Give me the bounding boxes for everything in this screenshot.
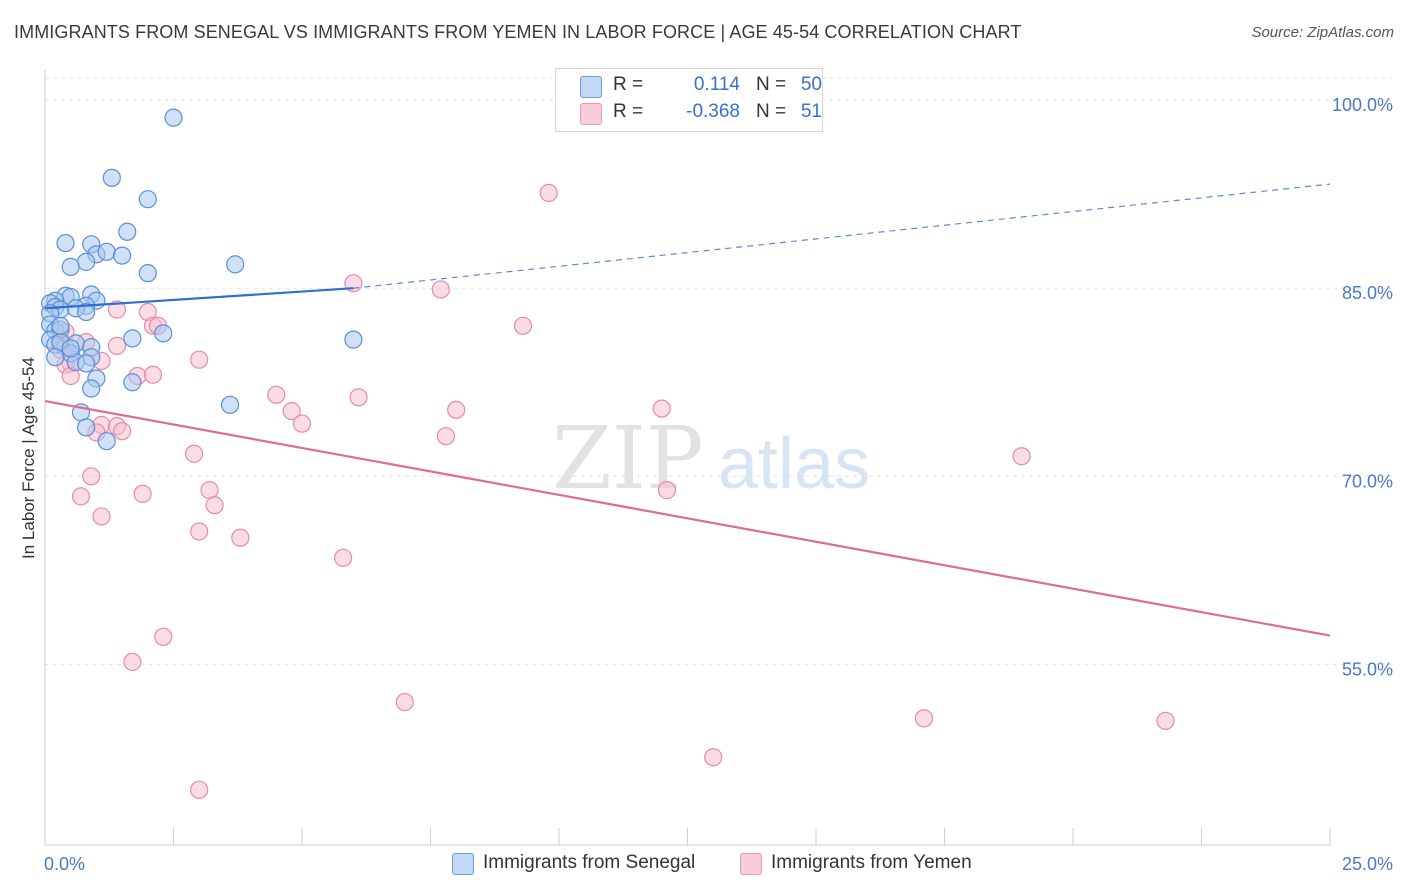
senegal-point <box>61 257 80 276</box>
yemen-point <box>1012 447 1031 466</box>
senegal-point <box>56 233 75 253</box>
yemen-trend <box>44 399 1331 637</box>
stats-legend: R = 0.114 N = 50 R = -0.368 N = 51 <box>555 68 823 132</box>
yemen-point <box>154 627 173 646</box>
yemen-point <box>652 399 671 418</box>
yemen-point <box>231 528 250 547</box>
bottom-legend-swatch-senegal <box>452 853 474 875</box>
senegal-point <box>77 418 96 437</box>
yemen-point <box>334 548 353 567</box>
yemen-point <box>133 484 152 503</box>
y-tick-label: 85.0% <box>1342 283 1393 303</box>
yemen-point <box>282 402 301 421</box>
y-tick-label: 70.0% <box>1342 471 1393 491</box>
y-tick-label: 100.0% <box>1332 95 1393 115</box>
senegal-point <box>344 330 363 349</box>
yemen-point <box>1156 711 1175 730</box>
yemen-point <box>190 780 209 799</box>
yemen-point <box>513 316 533 335</box>
x-tick-label: 0.0% <box>44 854 85 874</box>
yemen-point <box>539 183 558 202</box>
yemen-point <box>914 709 934 728</box>
yemen-point <box>190 522 209 541</box>
grid-lines <box>45 77 1392 665</box>
yemen-point <box>657 481 677 500</box>
legend-n-label: N = <box>756 74 787 95</box>
legend-swatch-yemen <box>580 103 602 125</box>
senegal-point <box>51 316 70 335</box>
yemen-point <box>92 507 111 526</box>
senegal-point <box>220 395 240 414</box>
yemen-point <box>184 444 204 463</box>
yemen-point <box>112 422 132 441</box>
senegal-point <box>138 190 157 209</box>
y-axis-label: In Labor Force | Age 45-54 <box>19 357 38 559</box>
watermark: ZIP atlas <box>552 409 870 509</box>
senegal-point <box>226 255 245 274</box>
yemen-point <box>704 748 723 767</box>
yemen-point <box>447 400 466 419</box>
yemen-point <box>123 652 142 672</box>
legend-n-value: 50 <box>800 74 822 95</box>
yemen-point <box>190 350 209 369</box>
senegal-point <box>138 264 157 283</box>
legend-r-value: -0.368 <box>686 101 740 122</box>
legend-r-value: 0.114 <box>693 74 740 95</box>
senegal-trend-solid <box>44 287 354 310</box>
bottom-legend-label-senegal: Immigrants from Senegal <box>483 852 696 873</box>
legend-r-label: R = <box>613 74 644 95</box>
trend-lines <box>44 183 1331 637</box>
senegal-point <box>118 222 137 241</box>
senegal-point <box>77 302 96 322</box>
senegal-point <box>112 246 132 265</box>
yemen-point <box>292 414 312 433</box>
yemen-point <box>431 280 450 299</box>
x-tick-label: 25.0% <box>1342 854 1393 874</box>
senegal-point <box>46 348 65 367</box>
senegal-point <box>123 373 142 392</box>
yemen-point <box>107 336 127 355</box>
bottom-legend-swatch-yemen <box>740 853 762 875</box>
watermark-atlas: atlas <box>718 424 870 504</box>
yemen-point <box>200 481 219 500</box>
senegal-point <box>77 354 96 373</box>
senegal-point <box>123 329 142 348</box>
senegal-point <box>61 339 80 358</box>
bottom-legend-label-yemen: Immigrants from Yemen <box>771 852 972 873</box>
yemen-point <box>143 365 163 384</box>
legend-n-label: N = <box>756 101 787 122</box>
senegal-point <box>97 242 116 261</box>
legend-r-label: R = <box>613 101 644 122</box>
senegal-point <box>97 432 116 451</box>
axis-labels: 55.0% 70.0% 85.0% 100.0% 0.0% 25.0% In Labor F… <box>19 95 1393 874</box>
axes <box>44 70 1331 846</box>
watermark-zip: ZIP <box>552 409 704 509</box>
yemen-point <box>436 427 456 446</box>
senegal-trend-dashed <box>353 183 1331 289</box>
senegal-point <box>164 108 183 127</box>
senegal-point <box>154 324 173 343</box>
yemen-point <box>349 388 368 407</box>
yemen-point <box>107 300 127 319</box>
senegal-point <box>82 379 101 398</box>
yemen-point <box>267 385 286 404</box>
senegal-point <box>102 168 121 187</box>
legend-n-value: 51 <box>800 101 822 122</box>
legend-swatch-senegal <box>580 76 602 98</box>
yemen-point <box>395 692 414 712</box>
y-tick-label: 55.0% <box>1342 659 1393 679</box>
yemen-point <box>82 467 101 486</box>
source-label: Source: ZipAtlas.com <box>1251 24 1394 41</box>
yemen-point <box>205 496 224 515</box>
yemen-point <box>71 487 91 506</box>
senegal-points <box>41 108 363 451</box>
senegal-point <box>77 252 96 271</box>
chart-title: IMMIGRANTS FROM SENEGAL VS IMMIGRANTS FR… <box>14 22 1022 42</box>
